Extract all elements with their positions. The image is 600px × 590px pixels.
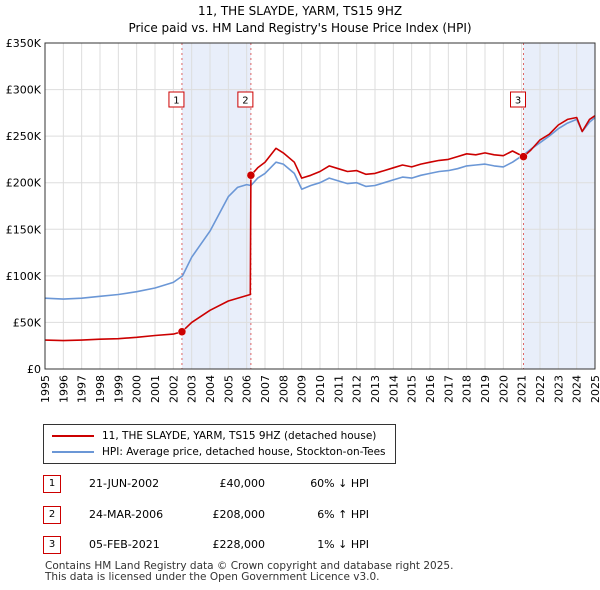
sale-price: £228,000 — [212, 538, 266, 551]
sale-row-1: 1 21-JUN-2002 £40,000 60% ↓ HPI — [43, 475, 443, 493]
y-tick-label: £150K — [6, 223, 42, 236]
x-tick-label: 2010 — [314, 375, 327, 403]
legend-label-hpi: HPI: Average price, detached house, Stoc… — [102, 446, 386, 458]
x-tick-label: 2011 — [332, 375, 345, 403]
sale-date: 05-FEB-2021 — [89, 538, 160, 551]
sale-number-badge: 2 — [43, 506, 61, 524]
sale-date: 21-JUN-2002 — [89, 477, 160, 490]
x-tick-label: 1996 — [57, 375, 70, 403]
legend-swatch-hpi — [52, 451, 94, 453]
y-tick-label: £250K — [6, 130, 42, 143]
sale-price: £208,000 — [212, 508, 266, 521]
y-tick-label: £300K — [6, 84, 42, 97]
marker-label: 2 — [242, 96, 248, 107]
sale-hpi-diff: 6% ↑ HPI — [317, 508, 369, 521]
x-tick-label: 2006 — [241, 375, 254, 403]
y-tick-label: £0 — [27, 363, 41, 376]
chart-title-line1: 11, THE SLAYDE, YARM, TS15 9HZ — [197, 4, 403, 18]
x-tick-label: 2022 — [534, 375, 547, 403]
sale-point — [177, 327, 187, 336]
marker-label-box — [510, 91, 526, 108]
sale-point — [519, 152, 528, 161]
x-tick-label: 2003 — [186, 375, 199, 403]
marker-label: 1 — [173, 96, 179, 107]
sale-hpi-diff: 1% ↓ HPI — [317, 538, 369, 551]
price-chart: 1 2 3 £0 £50K £100K £150K £200K £250K £300K £350K… — [6, 37, 600, 403]
footer-licence: This data is licensed under the Open Gov… — [45, 571, 380, 583]
x-tick-label: 2020 — [497, 375, 510, 403]
marker-label-box — [237, 91, 254, 108]
y-tick-label: £100K — [6, 270, 42, 283]
x-tick-label: 2000 — [131, 375, 144, 403]
sale-row-3: 3 05-FEB-2021 £228,000 1% ↓ HPI — [43, 536, 443, 554]
x-tick-label: 2019 — [479, 375, 492, 403]
x-tick-label: 2016 — [424, 375, 437, 403]
sale-number-badge: 3 — [43, 536, 61, 554]
x-tick-label: 2025 — [589, 375, 600, 403]
sale-price: £40,000 — [219, 477, 266, 490]
sale-hpi-diff: 60% ↓ HPI — [310, 477, 369, 490]
y-tick-label: £50K — [13, 316, 42, 329]
x-tick-label: 2009 — [296, 375, 309, 403]
x-tick-label: 2017 — [442, 375, 455, 403]
sale-number-badge: 1 — [43, 475, 61, 493]
plot-frame — [44, 42, 596, 370]
x-tick-label: 2023 — [552, 375, 565, 403]
x-tick-label: 2002 — [167, 375, 180, 403]
chart-title-line2: Price paid vs. HM Land Registry's House … — [128, 21, 472, 35]
x-tick-label: 2004 — [204, 375, 217, 403]
legend-label-property: 11, THE SLAYDE, YARM, TS15 9HZ (detached… — [102, 430, 377, 442]
y-tick-label: £350K — [6, 37, 42, 50]
x-tick-label: 1998 — [94, 375, 107, 403]
sale-date: 24-MAR-2006 — [89, 508, 164, 521]
legend-swatch-property — [52, 435, 94, 437]
x-tick-label: 1999 — [112, 375, 125, 403]
chart-legend: 11, THE SLAYDE, YARM, TS15 9HZ (detached… — [43, 424, 396, 464]
x-tick-label: 2012 — [351, 375, 364, 403]
x-tick-label: 1997 — [76, 375, 89, 403]
x-tick-label: 2001 — [149, 375, 162, 403]
x-tick-label: 2005 — [222, 375, 235, 403]
x-tick-label: 2018 — [461, 375, 474, 403]
x-tick-label: 2007 — [259, 375, 272, 403]
x-tick-label: 2014 — [387, 375, 400, 403]
shaded-period — [523, 43, 595, 369]
x-tick-label: 2015 — [406, 375, 419, 403]
footer-copyright: Contains HM Land Registry data © Crown c… — [45, 560, 454, 572]
x-tick-label: 2013 — [369, 375, 382, 403]
marker-label: 3 — [515, 96, 521, 107]
x-tick-label: 2008 — [277, 375, 290, 403]
sale-point — [246, 171, 256, 180]
sale-row-2: 2 24-MAR-2006 £208,000 6% ↑ HPI — [43, 506, 443, 524]
x-tick-label: 1995 — [39, 375, 52, 403]
legend-item-hpi: HPI: Average price, detached house, Stoc… — [52, 444, 386, 460]
y-tick-label: £200K — [6, 177, 42, 190]
legend-item-property: 11, THE SLAYDE, YARM, TS15 9HZ (detached… — [52, 428, 376, 444]
x-tick-label: 2021 — [516, 375, 529, 403]
marker-label-box — [168, 91, 185, 108]
x-tick-label: 2024 — [571, 375, 584, 403]
